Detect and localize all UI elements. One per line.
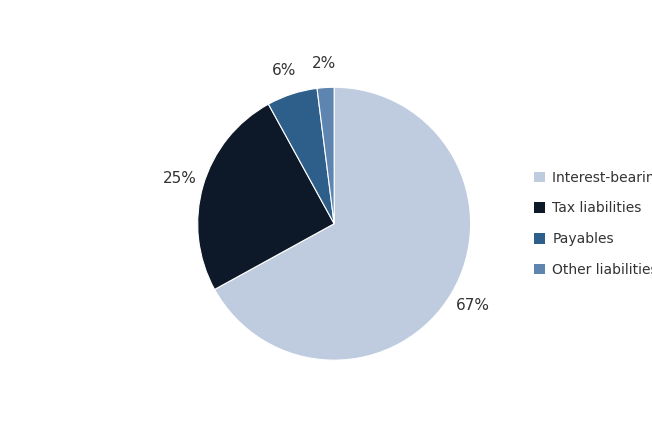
Text: 6%: 6%	[272, 63, 297, 78]
Text: 2%: 2%	[312, 55, 336, 70]
Wedge shape	[198, 104, 334, 289]
Wedge shape	[317, 87, 334, 224]
Text: 67%: 67%	[456, 298, 490, 313]
Wedge shape	[269, 88, 334, 224]
Legend: Interest-bearing liabilities, Tax liabilities, Payables, Other liabilities: Interest-bearing liabilities, Tax liabil…	[529, 165, 652, 282]
Wedge shape	[215, 87, 471, 360]
Text: 25%: 25%	[162, 171, 196, 187]
